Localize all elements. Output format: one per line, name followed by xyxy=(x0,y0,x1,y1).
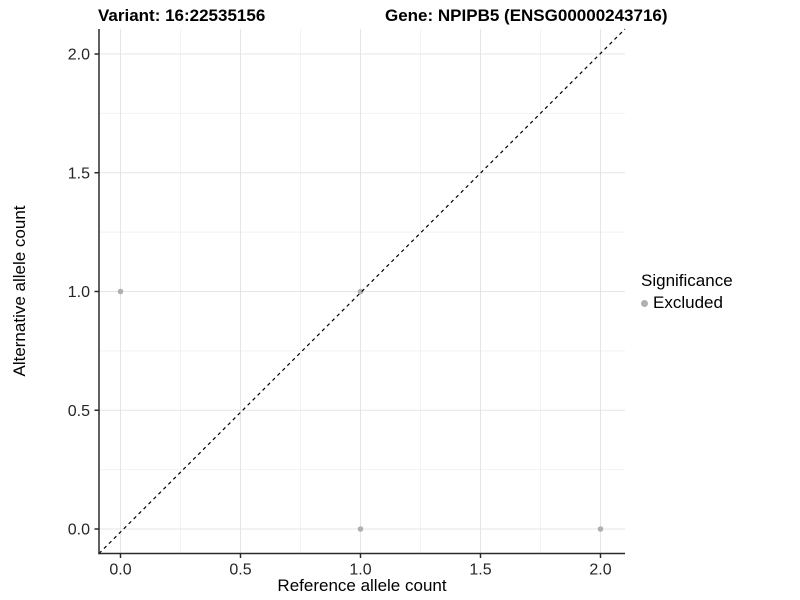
x-tick-label: 1.0 xyxy=(349,562,371,579)
legend-item-label: Excluded xyxy=(653,293,723,312)
data-point xyxy=(357,526,364,532)
plot-title-variant: Variant: 16:22535156 xyxy=(98,6,266,25)
x-tick-label: 0.5 xyxy=(229,562,251,579)
x-tick-label: 2.0 xyxy=(589,562,611,579)
x-axis-title: Reference allele count xyxy=(277,576,447,595)
x-tick-label: 0.0 xyxy=(109,562,131,579)
data-point xyxy=(597,526,604,532)
data-point xyxy=(357,288,364,295)
y-tick-label: 0.5 xyxy=(68,403,90,420)
data-point xyxy=(117,288,124,295)
y-tick-label: 0.0 xyxy=(68,522,90,539)
y-tick-label: 1.5 xyxy=(68,165,90,182)
legend-point-icon xyxy=(641,299,648,307)
y-axis-title: Alternative allele count xyxy=(10,205,29,377)
x-tick-label: 1.5 xyxy=(469,562,491,579)
legend: Significance Excluded xyxy=(641,271,733,313)
plot-title-gene: Gene: NPIPB5 (ENSG00000243716) xyxy=(385,6,668,25)
legend-item-excluded: Excluded xyxy=(641,293,733,313)
y-tick-label: 2.0 xyxy=(68,47,90,64)
legend-title: Significance xyxy=(641,271,733,290)
identity-line xyxy=(98,28,626,554)
y-tick-label: 1.0 xyxy=(68,284,90,301)
